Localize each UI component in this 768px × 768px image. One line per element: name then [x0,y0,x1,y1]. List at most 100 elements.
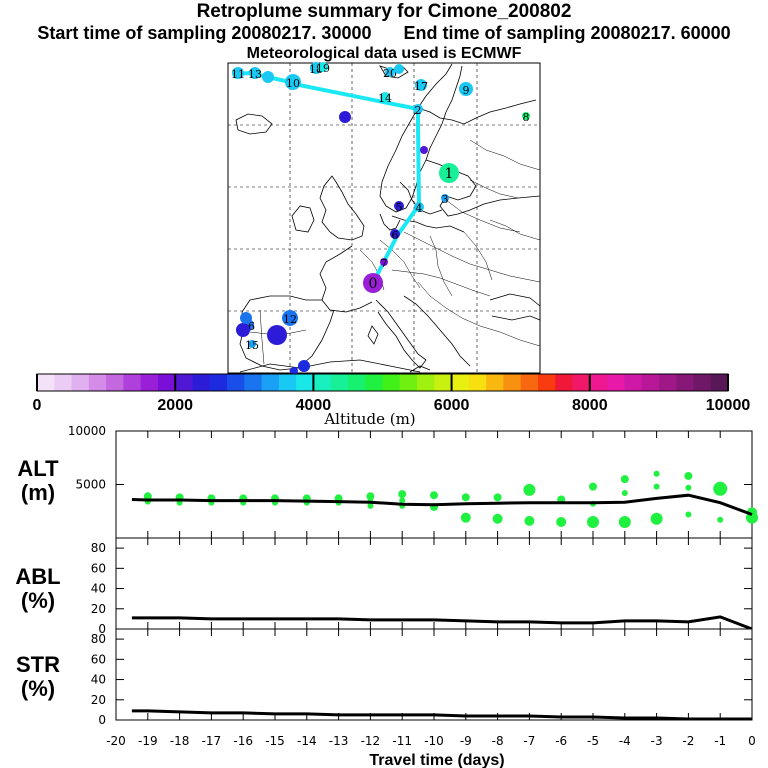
map-point [413,104,423,114]
map-point-label: 12 [283,313,297,326]
map-point [249,67,261,79]
colorbar-cell [192,374,211,391]
alt-point [653,483,660,490]
x-tick-label: -13 [329,734,349,748]
colorbar-tick-label: 8000 [572,397,608,414]
x-tick-label: -1 [714,734,726,748]
map-point [459,82,473,96]
map-point [236,323,250,337]
map-point-label: 15 [245,339,259,352]
map-point-label: 3 [442,193,449,206]
map-point [363,273,383,293]
map-point [390,229,400,239]
colorbar-cell [54,374,73,391]
x-tick-label: -9 [460,734,472,748]
x-tick-label: -11 [392,734,412,748]
y-tick-label: 60 [91,561,106,575]
alt-point [713,481,728,496]
colorbar-cell [451,374,470,391]
x-tick-label: -17 [202,734,222,748]
colorbar-cell [624,374,643,391]
x-tick-label: -19 [138,734,158,748]
alt-point [589,482,597,491]
str-label: STR [16,652,60,677]
alt-point [523,483,536,496]
map-point-label: 4 [416,202,423,215]
alt-point [650,512,663,525]
x-tick-label: -7 [523,734,535,748]
x-tick-label: -6 [555,734,567,748]
map: 01234567891011121314151617181920 [227,62,541,375]
map-point [318,62,328,72]
alt-unit: (m) [21,480,55,505]
alt-point [717,516,724,523]
x-tick-label: -15 [265,734,285,748]
map-point [522,112,530,120]
y-tick-label: 10000 [68,424,106,438]
colorbar-cell [503,374,522,391]
y-tick-label: 80 [91,632,106,646]
sampling-times: Start time of sampling 20080217. 30000 E… [0,23,768,44]
end-time-label: End time of sampling 20080217. 60000 [403,23,731,43]
y-tick-label: 40 [91,673,106,687]
x-axis-title: Travel time (days) [369,752,504,768]
map-point-label: 13 [248,68,262,81]
colorbar-cell [572,374,591,391]
map-point-label: 0 [369,276,378,292]
x-tick-label: -16 [233,734,253,748]
abl-label: ABL [15,564,60,589]
map-point [240,312,252,324]
colorbar-cell [710,374,729,391]
x-tick-label: -2 [682,734,694,748]
map-point-label: 5 [396,201,403,214]
alt-point [587,515,599,528]
colorbar-cell [399,374,418,391]
map-point-label: 17 [414,80,428,93]
abl-axis: 0 20 40 60 80 [91,538,752,636]
x-tick-label: -14 [297,734,317,748]
colorbar-cell [140,374,159,391]
x-tick-label: -3 [651,734,663,748]
trajectory-points: 01234567891011121314151617181920 [231,62,530,375]
colorbar-cell [261,374,280,391]
map-point [248,340,256,348]
alt-point [367,502,374,509]
map-point-label: 19 [316,62,330,75]
colorbar-cell [244,374,263,391]
alt-point [430,491,438,500]
colorbar-tick-label: 4000 [296,397,332,414]
colorbar-cell [278,374,297,391]
colorbar-cell [330,374,349,391]
colorbar-cell [209,374,228,391]
colorbar-title: Altitude (m) [323,410,415,428]
abl-unit: (%) [21,588,55,613]
alt-point [143,492,152,501]
alt-point [556,516,567,527]
alt-point [620,475,629,484]
map-point [290,367,298,375]
colorbar: 0 2000 4000 6000 8000 10000 Altitude (m) [33,373,750,428]
alt-point [398,490,407,499]
y-tick-label: 80 [91,541,106,555]
y-tick-label: 0 [98,713,106,727]
map-point-label: 2 [415,104,422,117]
alt-point [399,497,406,504]
alt-point [618,515,631,528]
map-point [414,202,424,212]
map-point-label: 14 [378,92,392,105]
alt-point [653,470,660,477]
abl-panel: 0 20 40 60 80 ABL (%) [15,537,753,636]
x-tick-label: -20 [106,734,126,748]
colorbar-cell [555,374,574,391]
met-data-label: Meteorological data used is ECMWF [246,45,522,62]
colorbar-cell [106,374,124,391]
colorbar-cell [71,374,90,391]
map-point-label: 6 [392,229,399,242]
map-point [441,194,449,202]
map-point [339,111,351,123]
map-point [285,74,301,90]
x-tick-label: -18 [170,734,190,748]
y-tick-label: 5000 [75,478,106,492]
alt-panel: 5000 10000 ALT (m) [17,424,758,539]
